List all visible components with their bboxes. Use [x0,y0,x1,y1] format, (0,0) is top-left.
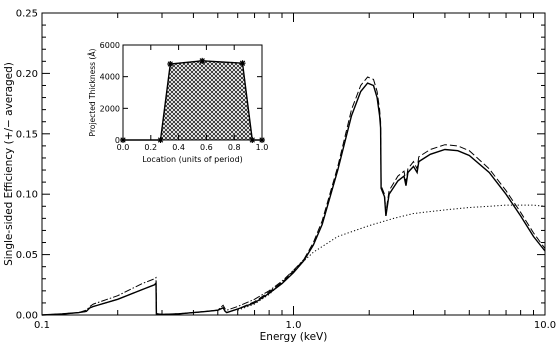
y-tick-label: 0.10 [16,190,38,201]
thickness-area [123,60,262,140]
inset-y-tick-label: 6000 [100,41,120,50]
inset-x-tick-label: 0.8 [228,143,241,152]
inset-x-tick-label: 0.0 [117,143,130,152]
y-tick-label: 0.05 [16,250,38,261]
x-axis-label: Energy (keV) [260,331,328,343]
asterisk-marker [167,61,174,67]
inset-x-tick-label: 1.0 [256,143,269,152]
asterisk-marker [249,137,256,143]
asterisk-marker [199,57,206,64]
series-line-dash-dot [41,259,305,316]
inset-x-tick-label: 0.6 [200,143,213,152]
y-tick-label: 0.00 [16,311,38,322]
inset-x-tick-label: 0.2 [144,143,157,152]
x-tick-label: 0.1 [34,320,50,331]
y-tick-label: 0.15 [16,129,38,140]
inset-y-tick-label: 4000 [100,73,120,82]
inset-y-tick-label: 2000 [100,104,120,113]
inset-x-axis-label: Location (units of period) [142,155,243,164]
y-tick-label: 0.20 [16,69,38,80]
series-line-solid [41,82,546,316]
series-line-dotted [237,204,546,311]
inset-plot: 0 2000 4000 6000 0.0 0.2 0.4 0.6 0.8 1.0 Location … [88,41,268,164]
main-plot: 0.000.050.100.150.200.250.1 1.0 10.0Energy… [3,9,556,344]
y-tick-label: 0.25 [16,9,38,20]
x-tick-label: 1.0 [286,320,302,331]
inset-y-tick-label: 0 [115,136,120,145]
inset-y-axis-label: Projected Thickness (Å) [88,49,97,137]
asterisk-marker [239,60,246,67]
inset-x-tick-label: 0.4 [172,143,185,152]
y-axis-label: Single-sided Efficiency (+/− averaged) [3,62,15,266]
x-tick-label: 10.0 [534,320,556,331]
asterisk-marker [157,137,164,143]
